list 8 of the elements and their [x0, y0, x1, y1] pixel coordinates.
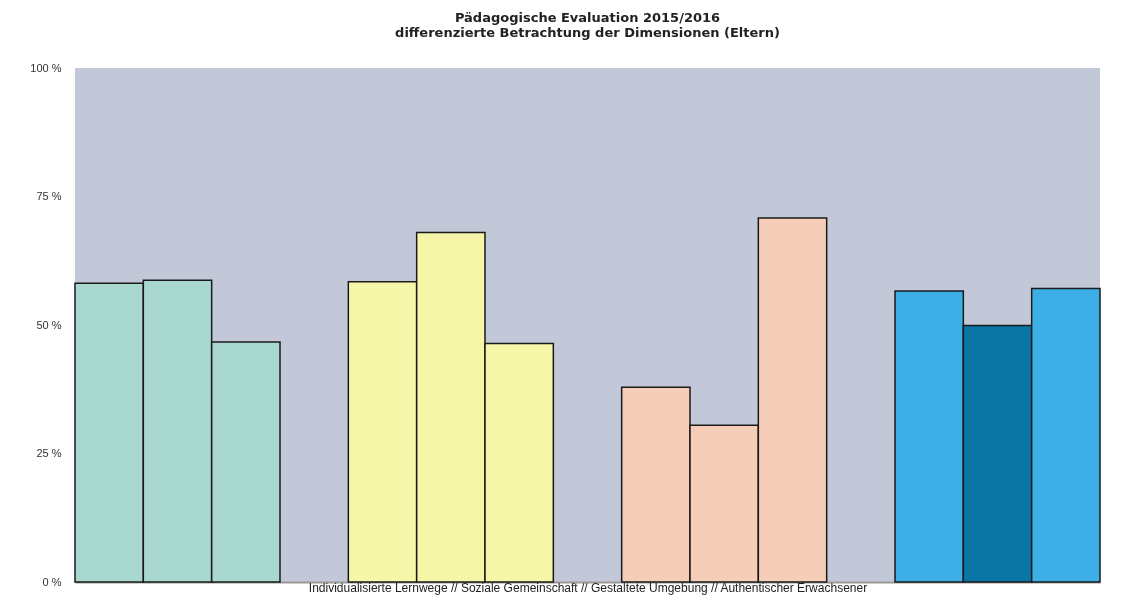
chart-title: Pädagogische Evaluation 2015/2016: [454, 10, 721, 25]
y-tick-label: 75 %: [36, 190, 62, 202]
chart-subtitle: differenzierte Betrachtung der Dimensionen (Eltern): [395, 25, 780, 40]
y-tick-label: 25 %: [36, 447, 62, 459]
x-axis-title: Individualisierte Lernwege // Soziale Gemeinschaft // Gestaltete Umgebung // Authentischer Erwachsener: [308, 580, 868, 595]
y-tick-label: 50 %: [36, 318, 62, 331]
y-tick-label: 0 %: [42, 575, 62, 588]
y-tick-label: 100 %: [30, 61, 62, 74]
